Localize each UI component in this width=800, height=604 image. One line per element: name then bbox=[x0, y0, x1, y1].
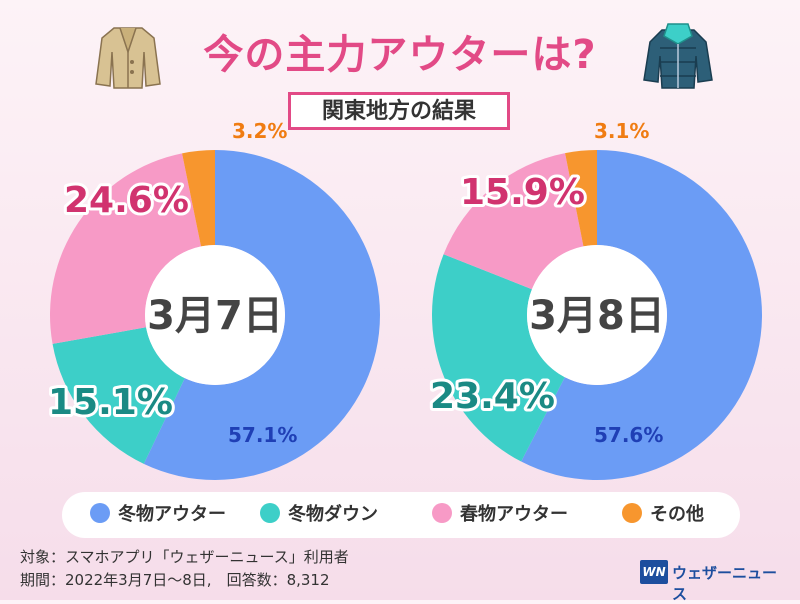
data-label-winter-outer: 57.1% bbox=[228, 423, 297, 447]
legend-item-winter-outer: 冬物アウター bbox=[90, 492, 226, 538]
chart-date-label: 3月7日 bbox=[147, 293, 283, 339]
legend-swatch bbox=[622, 503, 642, 523]
legend-swatch bbox=[432, 503, 452, 523]
data-label-spring-outer: 24.6% bbox=[64, 180, 189, 221]
legend-item-winter-down: 冬物ダウン bbox=[260, 492, 378, 538]
down-jacket-icon bbox=[643, 23, 713, 89]
legend: 冬物アウター 冬物ダウン 春物アウター その他 bbox=[62, 492, 740, 538]
chart-date-label: 3月8日 bbox=[529, 293, 665, 339]
donut-center bbox=[145, 245, 285, 385]
data-label-spring-outer: 15.9% bbox=[460, 172, 585, 213]
data-label-other: 3.2% bbox=[232, 119, 287, 143]
logo-mark: WN bbox=[640, 560, 668, 584]
survey-subject: 対象：スマホアプリ「ウェザーニュース」利用者 bbox=[20, 548, 349, 566]
legend-label: 冬物アウター bbox=[118, 504, 226, 525]
slice-winter-outer bbox=[143, 150, 380, 480]
pie-chart-march-8: 3月8日 57.6% 23.4% 15.9% 3.1% bbox=[427, 119, 762, 480]
slice-other bbox=[565, 150, 597, 247]
slice-spring-outer bbox=[50, 153, 202, 344]
survey-period: 期間：2022年3月7日～8日, 回答数：8,312 bbox=[20, 571, 330, 589]
legend-label: その他 bbox=[650, 504, 704, 525]
legend-label: 冬物ダウン bbox=[288, 504, 378, 525]
slice-winter-down bbox=[431, 254, 565, 462]
pie-chart-march-7: 3月7日 57.1% 15.1% 24.6% 3.2% bbox=[45, 119, 380, 480]
legend-item-spring-outer: 春物アウター bbox=[432, 492, 568, 538]
slice-spring-outer bbox=[443, 153, 584, 290]
logo-text: ウェザーニュース bbox=[672, 564, 778, 603]
data-label-winter-down: 23.4% bbox=[430, 376, 555, 417]
region-label: 関東地方の結果 bbox=[288, 92, 510, 130]
data-label-winter-outer: 57.6% bbox=[594, 423, 663, 447]
data-label-winter-down: 15.1% bbox=[48, 382, 173, 423]
legend-swatch bbox=[90, 503, 110, 523]
slice-winter-down bbox=[52, 327, 185, 464]
slice-other bbox=[182, 150, 215, 247]
legend-item-other: その他 bbox=[622, 492, 704, 538]
weathernews-logo: WN ウェザーニュース bbox=[640, 558, 790, 603]
donut-center bbox=[527, 245, 667, 385]
data-label-other: 3.1% bbox=[594, 119, 649, 143]
coat-icon bbox=[95, 27, 161, 89]
legend-label: 春物アウター bbox=[460, 504, 568, 525]
legend-swatch bbox=[260, 503, 280, 523]
page-title: 今の主力アウターは? bbox=[203, 32, 597, 78]
slice-winter-outer bbox=[521, 150, 762, 480]
